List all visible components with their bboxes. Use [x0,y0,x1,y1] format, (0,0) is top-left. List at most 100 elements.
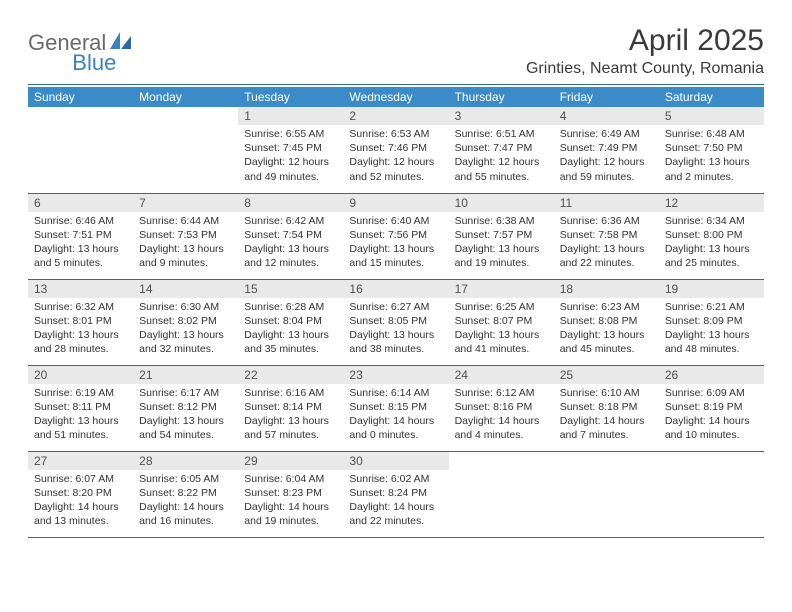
day-body: Sunrise: 6:34 AMSunset: 8:00 PMDaylight:… [659,212,764,275]
calendar-cell [133,107,238,193]
sunrise-line: Sunrise: 6:55 AM [244,127,337,141]
daylight-line: Daylight: 13 hours and 45 minutes. [560,328,653,356]
sunrise-line: Sunrise: 6:49 AM [560,127,653,141]
day-number: 14 [133,280,238,298]
sunset-line: Sunset: 8:05 PM [349,314,442,328]
day-body: Sunrise: 6:51 AMSunset: 7:47 PMDaylight:… [449,125,554,188]
sunset-line: Sunset: 8:12 PM [139,400,232,414]
daylight-line: Daylight: 13 hours and 32 minutes. [139,328,232,356]
sunset-line: Sunset: 7:58 PM [560,228,653,242]
sunset-line: Sunset: 8:23 PM [244,486,337,500]
sunset-line: Sunset: 8:08 PM [560,314,653,328]
sunrise-line: Sunrise: 6:44 AM [139,214,232,228]
daylight-line: Daylight: 13 hours and 28 minutes. [34,328,127,356]
day-body: Sunrise: 6:48 AMSunset: 7:50 PMDaylight:… [659,125,764,188]
day-number: 12 [659,194,764,212]
daylight-line: Daylight: 12 hours and 59 minutes. [560,155,653,183]
day-header-row: Sunday Monday Tuesday Wednesday Thursday… [28,87,764,107]
daylight-line: Daylight: 13 hours and 51 minutes. [34,414,127,442]
day-number: 26 [659,366,764,384]
day-body: Sunrise: 6:16 AMSunset: 8:14 PMDaylight:… [238,384,343,447]
header-rule [28,84,764,85]
calendar-cell: 13Sunrise: 6:32 AMSunset: 8:01 PMDayligh… [28,279,133,365]
day-number: 8 [238,194,343,212]
calendar-cell: 24Sunrise: 6:12 AMSunset: 8:16 PMDayligh… [449,365,554,451]
calendar-cell: 20Sunrise: 6:19 AMSunset: 8:11 PMDayligh… [28,365,133,451]
sunset-line: Sunset: 8:20 PM [34,486,127,500]
day-number: 28 [133,452,238,470]
daylight-line: Daylight: 14 hours and 16 minutes. [139,500,232,528]
calendar-week-row: 27Sunrise: 6:07 AMSunset: 8:20 PMDayligh… [28,451,764,537]
sunset-line: Sunset: 7:45 PM [244,141,337,155]
sunset-line: Sunset: 8:02 PM [139,314,232,328]
calendar-cell: 16Sunrise: 6:27 AMSunset: 8:05 PMDayligh… [343,279,448,365]
day-number: 23 [343,366,448,384]
sunrise-line: Sunrise: 6:09 AM [665,386,758,400]
title-block: April 2025 Grinties, Neamt County, Roman… [526,24,764,78]
sunset-line: Sunset: 8:15 PM [349,400,442,414]
day-number: 3 [449,107,554,125]
day-number: 21 [133,366,238,384]
daylight-line: Daylight: 14 hours and 13 minutes. [34,500,127,528]
month-title: April 2025 [526,24,764,58]
daylight-line: Daylight: 14 hours and 7 minutes. [560,414,653,442]
calendar-cell: 6Sunrise: 6:46 AMSunset: 7:51 PMDaylight… [28,193,133,279]
sunset-line: Sunset: 7:51 PM [34,228,127,242]
daylight-line: Daylight: 14 hours and 10 minutes. [665,414,758,442]
calendar-cell: 25Sunrise: 6:10 AMSunset: 8:18 PMDayligh… [554,365,659,451]
calendar-page: General Blue April 2025 Grinties, Neamt … [0,0,792,562]
day-header: Tuesday [238,87,343,107]
day-header: Thursday [449,87,554,107]
sunrise-line: Sunrise: 6:07 AM [34,472,127,486]
sunrise-line: Sunrise: 6:25 AM [455,300,548,314]
sunset-line: Sunset: 7:56 PM [349,228,442,242]
daylight-line: Daylight: 13 hours and 12 minutes. [244,242,337,270]
sunset-line: Sunset: 7:46 PM [349,141,442,155]
sunrise-line: Sunrise: 6:34 AM [665,214,758,228]
daylight-line: Daylight: 12 hours and 49 minutes. [244,155,337,183]
day-number: 2 [343,107,448,125]
calendar-cell: 22Sunrise: 6:16 AMSunset: 8:14 PMDayligh… [238,365,343,451]
sunrise-line: Sunrise: 6:51 AM [455,127,548,141]
day-header: Monday [133,87,238,107]
calendar-cell: 28Sunrise: 6:05 AMSunset: 8:22 PMDayligh… [133,451,238,537]
day-body: Sunrise: 6:30 AMSunset: 8:02 PMDaylight:… [133,298,238,361]
day-number: 5 [659,107,764,125]
day-header: Saturday [659,87,764,107]
sunrise-line: Sunrise: 6:32 AM [34,300,127,314]
calendar-cell [28,107,133,193]
sunrise-line: Sunrise: 6:28 AM [244,300,337,314]
sunrise-line: Sunrise: 6:48 AM [665,127,758,141]
sunset-line: Sunset: 7:50 PM [665,141,758,155]
day-number: 24 [449,366,554,384]
logo-text-blue: Blue [72,50,116,76]
daylight-line: Daylight: 13 hours and 15 minutes. [349,242,442,270]
sunrise-line: Sunrise: 6:46 AM [34,214,127,228]
day-body: Sunrise: 6:42 AMSunset: 7:54 PMDaylight:… [238,212,343,275]
calendar-week-row: 20Sunrise: 6:19 AMSunset: 8:11 PMDayligh… [28,365,764,451]
day-number: 19 [659,280,764,298]
calendar-cell: 1Sunrise: 6:55 AMSunset: 7:45 PMDaylight… [238,107,343,193]
calendar-cell: 23Sunrise: 6:14 AMSunset: 8:15 PMDayligh… [343,365,448,451]
calendar-cell: 12Sunrise: 6:34 AMSunset: 8:00 PMDayligh… [659,193,764,279]
calendar-week-row: 6Sunrise: 6:46 AMSunset: 7:51 PMDaylight… [28,193,764,279]
daylight-line: Daylight: 13 hours and 41 minutes. [455,328,548,356]
day-number: 9 [343,194,448,212]
day-body: Sunrise: 6:27 AMSunset: 8:05 PMDaylight:… [343,298,448,361]
daylight-line: Daylight: 13 hours and 35 minutes. [244,328,337,356]
sunset-line: Sunset: 8:04 PM [244,314,337,328]
calendar-cell: 14Sunrise: 6:30 AMSunset: 8:02 PMDayligh… [133,279,238,365]
sunrise-line: Sunrise: 6:04 AM [244,472,337,486]
sunrise-line: Sunrise: 6:42 AM [244,214,337,228]
daylight-line: Daylight: 13 hours and 54 minutes. [139,414,232,442]
day-body: Sunrise: 6:17 AMSunset: 8:12 PMDaylight:… [133,384,238,447]
daylight-line: Daylight: 13 hours and 38 minutes. [349,328,442,356]
daylight-line: Daylight: 13 hours and 25 minutes. [665,242,758,270]
day-body: Sunrise: 6:07 AMSunset: 8:20 PMDaylight:… [28,470,133,533]
calendar-cell: 11Sunrise: 6:36 AMSunset: 7:58 PMDayligh… [554,193,659,279]
sunset-line: Sunset: 8:14 PM [244,400,337,414]
day-number: 27 [28,452,133,470]
day-number: 15 [238,280,343,298]
day-header: Wednesday [343,87,448,107]
day-body: Sunrise: 6:53 AMSunset: 7:46 PMDaylight:… [343,125,448,188]
